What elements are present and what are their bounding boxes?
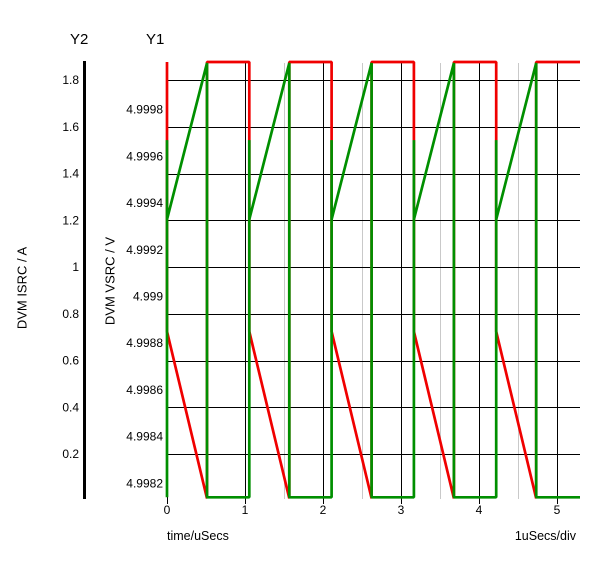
y2-tick-label: 1.8 — [62, 73, 79, 87]
x-tick-label: 5 — [554, 503, 561, 517]
y1-tick-label: 4.9992 — [126, 243, 163, 257]
y1-tick-label: 4.999 — [133, 290, 163, 304]
y2-tick-label: 0.8 — [62, 307, 79, 321]
y1-tick-label: 4.9998 — [126, 103, 163, 117]
y2-tick-label: 1 — [72, 260, 79, 274]
y2-tick-label: 1.6 — [62, 120, 79, 134]
y1-tick-label: 4.9994 — [126, 196, 163, 210]
y1-tick-label: 4.9986 — [126, 383, 163, 397]
y1-tick-label: 4.9988 — [126, 336, 163, 350]
y2-tick-label: 0.2 — [62, 447, 79, 461]
y2-axis-bar — [83, 61, 86, 499]
y1-tick-label: 4.9982 — [126, 476, 163, 490]
y2-tick-label: 0.6 — [62, 354, 79, 368]
y1-axis-name: Y1 — [146, 31, 165, 48]
y1-tick-label: 4.9984 — [126, 430, 163, 444]
x-tick-label: 2 — [320, 503, 327, 517]
x-tick-label: 4 — [476, 503, 483, 517]
x-tick-label: 3 — [398, 503, 405, 517]
trace-dvm-vsrc — [165, 62, 580, 499]
x-tick-label: 1 — [242, 503, 249, 517]
y1-tick-label: 4.9996 — [126, 149, 163, 163]
x-axis-title: time/uSecs — [167, 529, 229, 543]
y2-tick-label: 0.4 — [62, 400, 79, 414]
x-axis-scale-per-div: 1uSecs/div — [514, 529, 576, 543]
x-tick-label: 0 — [164, 503, 171, 517]
y2-tick-label: 1.4 — [62, 167, 79, 181]
y2-tick-label: 1.2 — [62, 213, 79, 227]
y2-axis-name: Y2 — [70, 31, 89, 48]
